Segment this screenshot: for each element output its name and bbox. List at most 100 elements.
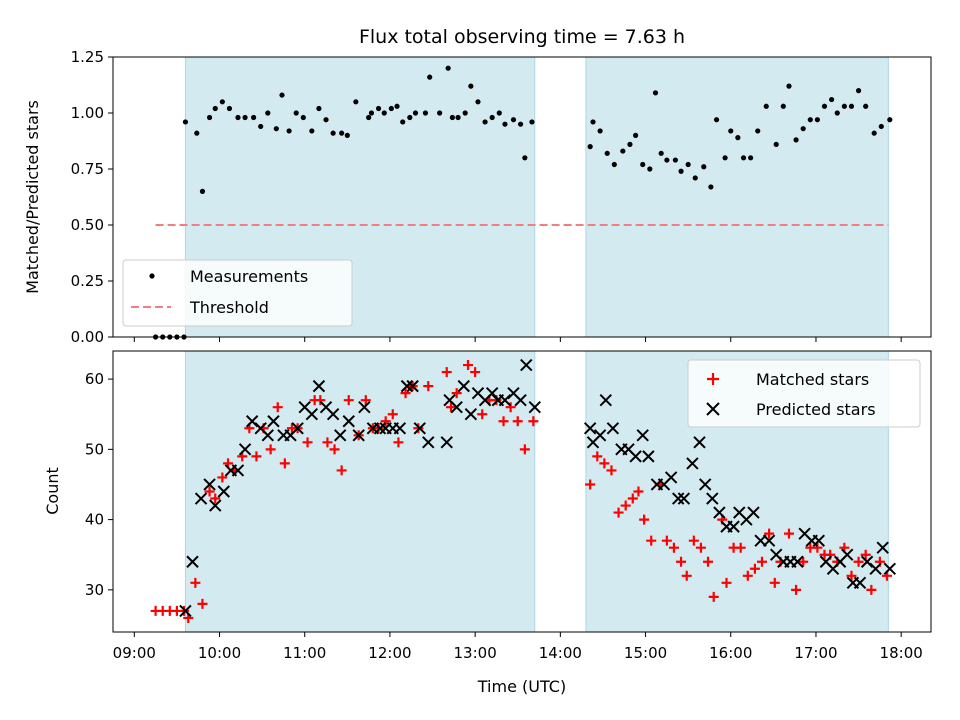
matched-point [451,388,462,399]
matched-point [322,437,333,448]
measurement-point [722,155,728,161]
predicted-point [869,562,882,575]
matched-point [329,444,340,455]
measurement-point [529,119,535,125]
measurement-point [353,99,359,105]
measurement-point [468,83,474,89]
matched-point [477,409,488,420]
predicted-point [747,506,760,519]
measurement-point [692,175,698,181]
matched-point [681,570,692,581]
matched-point [613,507,624,518]
measurement-point [633,132,639,138]
matched-legend-marker [707,373,719,385]
matched-point [812,542,823,553]
measurement-point [735,135,741,141]
measurement-point [422,110,429,116]
measurement-point [455,114,461,121]
predicted-point [528,400,541,414]
matched-point [866,584,877,595]
measurement-point [265,110,271,116]
predicted-point [334,429,347,442]
x-tick-label: 15:00 [624,644,667,662]
matched-point [470,367,481,378]
measurement-point [713,117,720,123]
measurement-point [182,119,189,125]
measurement-point [388,105,394,112]
predicted-point [812,534,826,547]
measurement-point [620,148,626,154]
measurement-point [604,150,610,156]
matched-point [400,388,411,399]
measurement-point [855,88,862,94]
matched-point [633,486,644,497]
measurement-point [339,130,345,136]
matched-point [853,556,864,567]
measurement-point [226,105,233,112]
measurement-point [212,105,218,112]
matched-point [620,500,631,511]
x-axis-label: Time (UTC) [477,677,566,696]
matched-point [315,395,326,406]
measurement-point [814,117,820,123]
predicted-point [841,548,854,561]
measurement-point [344,132,350,138]
predicted-point [593,429,607,442]
measurement-point [242,114,248,121]
predicted-point [457,379,470,393]
measurement-point [748,155,754,161]
predicted-point [860,555,874,568]
measurement-point [786,83,792,89]
measurement-point [878,123,884,130]
matched-point [360,395,371,406]
matched-point [757,556,768,567]
matched-point [505,402,516,413]
count-legend-box [687,359,921,428]
matched-point [688,535,699,546]
predicted-point [514,393,527,407]
measurement-point [708,184,714,190]
chart-title: Flux total observing time = 7.63 h [359,26,685,48]
predicted-point [352,429,365,442]
measurement-point [834,110,840,116]
matched-point [498,416,509,427]
predicted-point [186,555,199,568]
x-tick-label: 09:00 [113,644,156,662]
measurement-point [375,105,382,112]
ratio-legend-box [122,259,353,327]
matched-point [606,465,617,476]
count-panel: 30 40 50 60 09:00 10:00 11:00 12:00 13:00 14:00 1… [43,350,932,696]
observing-interval-2 [585,56,889,338]
measurement-point [489,114,495,121]
matched-point [302,437,313,448]
ratio-legend: Measurements Threshold [122,259,353,327]
predicted-point [693,436,706,449]
matched-point [592,451,603,462]
matched-legend-label: Matched stars [756,370,869,389]
matched-point [210,493,221,504]
matched-point [646,535,657,546]
measurement-point [848,103,855,109]
measurement-point [672,157,678,163]
predicted-point [267,415,280,428]
predicted-point [358,400,371,414]
matched-point [519,444,530,455]
measurement-point [496,110,502,116]
measurements-legend-label: Measurements [190,267,308,286]
matched-point [783,528,794,539]
x-tick-label: 13:00 [454,644,497,662]
measurement-point [597,128,603,134]
predicted-point [762,534,776,547]
matched-point [708,591,719,602]
predicted-point [326,408,340,421]
matched-point [445,402,456,413]
predicted-point [179,604,192,618]
predicted-point [727,520,740,533]
x-tick-label: 10:00 [198,644,241,662]
measurement-point [235,114,241,121]
predicted-point [450,400,463,414]
measurement-point [763,103,769,109]
predicted-point [599,393,612,407]
measurement-point [286,128,292,134]
matched-point [764,528,775,539]
